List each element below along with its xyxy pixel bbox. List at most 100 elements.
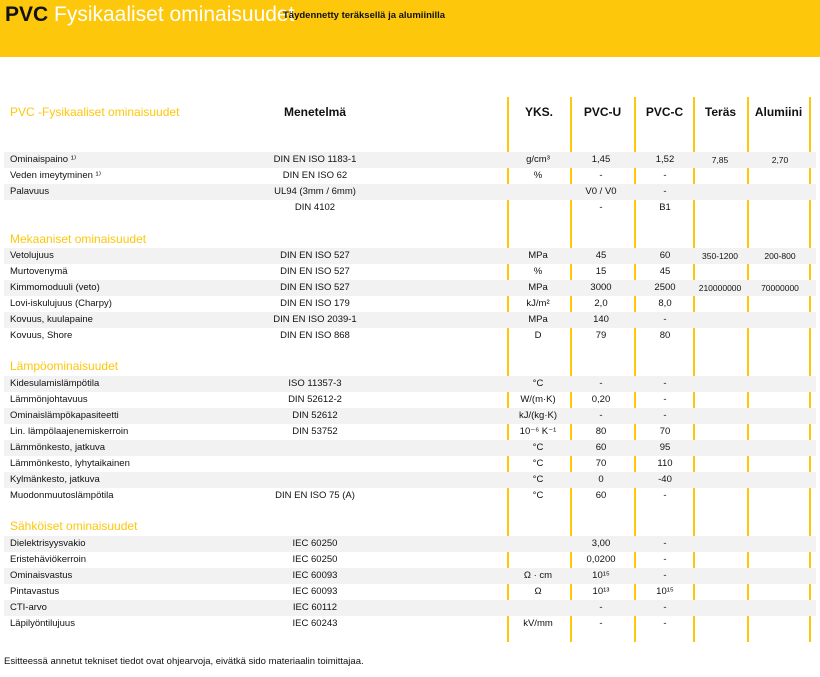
section-title: Lämpöominaisuudet xyxy=(10,359,119,373)
header-steel: Teräs xyxy=(704,105,737,119)
table-row: Dielektrisyysvakio IEC 60250 3,00 - xyxy=(4,536,816,552)
header-pvc-u: PVC-U xyxy=(583,105,622,119)
property-name: Ominaisvastus xyxy=(10,570,73,581)
unit: kV/mm xyxy=(523,618,553,629)
section-title: Sähköiset ominaisuudet xyxy=(10,519,138,533)
pvc-u-value: 60 xyxy=(595,490,607,501)
page-title: Fysikaaliset ominaisuudet xyxy=(54,3,295,26)
pvc-c-value: - xyxy=(663,186,667,197)
steel-value: 7,85 xyxy=(711,155,729,165)
method: DIN EN ISO 62 xyxy=(282,170,348,181)
table-row: Läpilyöntilujuus IEC 60243 kV/mm - - xyxy=(4,616,816,632)
pvc-u-value: 3000 xyxy=(590,282,612,293)
property-name: Pintavastus xyxy=(10,586,60,597)
column-divider xyxy=(693,97,695,642)
method: DIN 53752 xyxy=(292,426,338,437)
header-pvc-c: PVC-C xyxy=(645,105,684,119)
unit: °C xyxy=(532,474,544,485)
unit: °C xyxy=(532,442,544,453)
method: IEC 60093 xyxy=(292,586,338,597)
property-name: Kovuus, Shore xyxy=(10,330,73,341)
property-name: Kidesulamislämpötila xyxy=(10,378,100,389)
method: UL94 (3mm / 6mm) xyxy=(274,186,356,197)
method: DIN EN ISO 527 xyxy=(280,282,350,293)
method: DIN EN ISO 179 xyxy=(280,298,350,309)
property-name: CTI-arvo xyxy=(10,602,47,613)
section-title: Mekaaniset ominaisuudet xyxy=(10,232,147,246)
pvc-c-value: - xyxy=(663,314,667,325)
table-row: Ominaisvastus IEC 60093 Ω · cm 10¹⁵ - xyxy=(4,568,816,584)
property-name: Kimmomoduuli (veto) xyxy=(10,282,100,293)
method: DIN EN ISO 527 xyxy=(280,250,350,261)
table-row: Kimmomoduuli (veto) DIN EN ISO 527 MPa 3000… xyxy=(4,280,816,296)
table-row: Kidesulamislämpötila ISO 11357-3 °C - - xyxy=(4,376,816,392)
unit: °C xyxy=(532,458,544,469)
pvc-c-value: - xyxy=(663,554,667,565)
property-name: Lämmönkesto, jatkuva xyxy=(10,442,106,453)
unit: MPa xyxy=(528,282,548,293)
table-row: Kylmänkesto, jatkuva °C 0 -40 xyxy=(4,472,816,488)
pvc-c-value: - xyxy=(663,410,667,421)
page-subtitle: Täydennetty teräksellä ja alumiinilla xyxy=(283,10,446,21)
pvc-u-value: V0 / V0 xyxy=(585,186,617,197)
aluminium-value: 2,70 xyxy=(771,155,789,165)
header-banner: PVC Fysikaaliset ominaisuudet Täydennett… xyxy=(0,0,820,57)
table-row: Palavuus UL94 (3mm / 6mm) V0 / V0 - xyxy=(4,184,816,200)
pvc-c-value: 70 xyxy=(659,426,671,437)
pvc-u-value: 15 xyxy=(595,266,607,277)
unit: °C xyxy=(532,490,544,501)
pvc-c-value: - xyxy=(663,602,667,613)
property-name: Lämmönjohtavuus xyxy=(10,394,88,405)
pvc-u-value: 2,0 xyxy=(594,298,608,309)
table-row: Ominaislämpökapasiteetti DIN 52612 kJ/(kg·… xyxy=(4,408,816,424)
aluminium-value: 70000000 xyxy=(761,283,799,293)
pvc-c-value: 45 xyxy=(659,266,671,277)
table-row: Murtovenymä DIN EN ISO 527% 15 45 xyxy=(4,264,816,280)
pvc-u-value: 10¹³ xyxy=(592,586,610,597)
pvc-c-value: B1 xyxy=(659,202,671,213)
pvc-u-value: - xyxy=(599,170,603,181)
table-row: Kovuus, Shore DIN EN ISO 868 D 79 80 xyxy=(4,328,816,344)
header-property: PVC -Fysikaaliset ominaisuudet xyxy=(10,105,180,119)
unit: kJ/(kg·K) xyxy=(519,410,557,421)
method: DIN 52612 xyxy=(292,410,338,421)
unit: Ω · cm xyxy=(523,570,553,581)
pvc-c-value: - xyxy=(663,490,667,501)
method: IEC 60112 xyxy=(292,602,338,613)
unit: MPa xyxy=(528,314,548,325)
unit: 10⁻⁶ K⁻¹ xyxy=(519,426,557,437)
column-divider xyxy=(507,97,509,642)
aluminium-value: 200-800 xyxy=(764,251,796,261)
pvc-u-value: 0,0200 xyxy=(586,554,616,565)
pvc-c-value: - xyxy=(663,618,667,629)
property-name: Lin. lämpölaajenemiskerroin xyxy=(10,426,129,437)
unit: MPa xyxy=(528,250,548,261)
property-name: Lovi-iskulujuus (Charpy) xyxy=(10,298,112,309)
method: DIN EN ISO 1183-1 xyxy=(273,154,357,165)
brand-label: PVC xyxy=(5,3,49,26)
pvc-u-value: 3,00 xyxy=(591,538,611,549)
pvc-c-value: 2500 xyxy=(654,282,676,293)
table-row: Eristehäviökerroin IEC 60250 0,0200 - xyxy=(4,552,816,568)
pvc-u-value: - xyxy=(599,618,603,629)
unit: % xyxy=(533,266,543,277)
pvc-u-value: - xyxy=(599,202,603,213)
pvc-c-value: 60 xyxy=(659,250,671,261)
property-name: Palavuus xyxy=(10,186,50,197)
header-method: Menetelmä xyxy=(283,105,347,119)
table-row: Veden imeytyminen ¹⁾ DIN EN ISO 62% - - xyxy=(4,168,816,184)
column-divider xyxy=(570,97,572,642)
unit: % xyxy=(533,170,543,181)
pvc-u-value: - xyxy=(599,602,603,613)
property-name: Veden imeytyminen ¹⁾ xyxy=(10,170,102,181)
method: IEC 60250 xyxy=(292,554,338,565)
pvc-c-value: 80 xyxy=(659,330,671,341)
unit: g/cm³ xyxy=(526,154,550,165)
pvc-c-value: - xyxy=(663,570,667,581)
pvc-u-value: 60 xyxy=(595,442,607,453)
pvc-u-value: - xyxy=(599,410,603,421)
header-unit: YKS. xyxy=(524,105,553,119)
pvc-c-value: 110 xyxy=(657,458,673,469)
header-aluminium: Alumiini xyxy=(754,105,803,119)
property-name: Lämmönkesto, lyhytaikainen xyxy=(10,458,130,469)
